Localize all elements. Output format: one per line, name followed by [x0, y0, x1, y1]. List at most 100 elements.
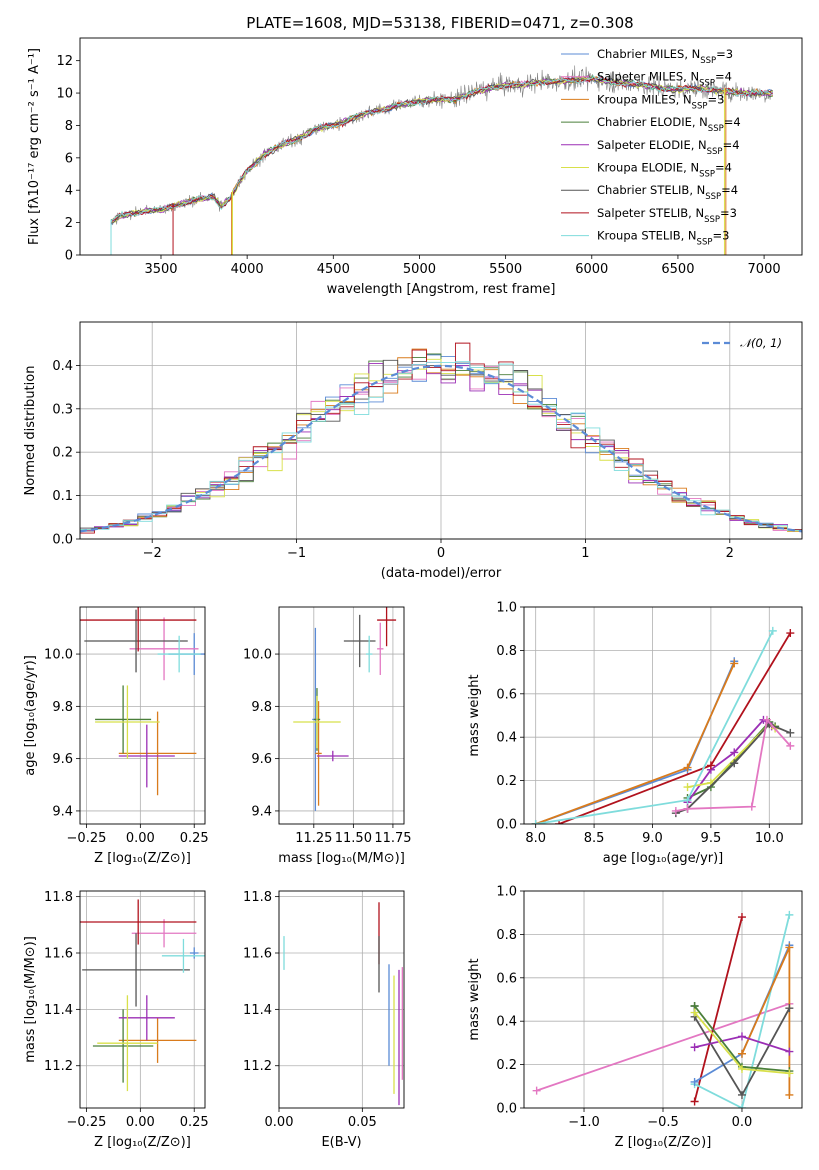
- panel-spectrum: 3500 4000 4500 5000 5500 6000 6500 7000 0 2 4 6 8 10 1…: [27, 37, 803, 297]
- weight-marker-kroupa_miles: [730, 659, 739, 668]
- weight-marker-kroupa_elodie: [737, 1064, 746, 1073]
- axes-frame: [79, 606, 206, 825]
- x-tick-label: 11.25: [295, 831, 332, 846]
- weight-marker-salpeter_stelib: [690, 1097, 699, 1106]
- axes-frame: [523, 606, 803, 825]
- axes-frame: [278, 890, 405, 1109]
- y-tick-label: 0.4: [52, 359, 73, 374]
- weight-marker-kroupa_elodie: [785, 1069, 794, 1078]
- y-tick-label: 12: [56, 54, 73, 69]
- plot-area-age_vs_Z: [80, 607, 205, 796]
- panel-mass_vs_EBV: 0.00 0.05 11.2 11.4 11.6 11.8 E(B-V): [243, 890, 405, 1150]
- x-tick-label: 9.0: [642, 831, 663, 846]
- panel-weight_vs_age: 8.0 8.5 9.0 9.5 10.0 0.0 0.2 0.4 0.6 0.8 1.0 age [l…: [467, 601, 803, 866]
- y-tick-label: 0: [65, 249, 73, 264]
- weight-marker-salpeter_stelib: [737, 913, 746, 922]
- y-tick-label: 9.4: [52, 804, 73, 819]
- x-tick-label: 6000: [575, 262, 608, 277]
- weight-marker-kroupa_stelib: [785, 910, 794, 919]
- axes-frame: [79, 890, 206, 1109]
- x-tick-label: 11.50: [335, 831, 372, 846]
- y-tick-label: 0.1: [52, 489, 73, 504]
- x-axis-label: age [log₁₀(age/yr)]: [603, 851, 724, 866]
- model-spectrum-salpeter_stelib: [110, 76, 773, 224]
- y-axis-label: mass weight: [467, 674, 482, 756]
- y-tick-label: 11.8: [243, 890, 272, 905]
- x-axis-label: Z [log₁₀(Z/Z⊙)]: [615, 1135, 712, 1150]
- weight-line-kroupa_miles: [535, 663, 736, 824]
- x-tick-label: 2: [726, 546, 734, 561]
- y-tick-label: 6: [65, 151, 73, 166]
- y-tick-label: 0.6: [496, 971, 517, 986]
- x-tick-label: 0.25: [180, 1115, 209, 1130]
- legend-entry: 𝒩(0, 1): [740, 336, 782, 350]
- y-tick-label: 0.4: [496, 1015, 517, 1030]
- x-tick-label: 4500: [317, 262, 350, 277]
- weight-marker-salpeter_elodie: [785, 1047, 794, 1056]
- weight-marker-chabrier_stelib: [730, 759, 739, 768]
- y-tick-label: 0.0: [496, 1102, 517, 1117]
- weight-marker-salpeter_miles: [786, 741, 795, 750]
- x-tick-label: 0.00: [126, 831, 155, 846]
- weight-marker-salpeter_elodie: [690, 1043, 699, 1052]
- axes-frame: [278, 606, 405, 825]
- axes-frame: [523, 890, 803, 1109]
- panel-age_vs_mass: 11.25 11.50 11.75 9.4 9.6 9.8 10.0 mass [log₁₀(…: [243, 606, 412, 866]
- x-tick-label: 1: [581, 546, 589, 561]
- x-tick-label: 8.5: [584, 831, 605, 846]
- y-axis-label: Flux [fλ10⁻¹⁷ erg cm⁻² s⁻¹ A⁻¹]: [27, 48, 42, 245]
- x-axis-label: Z [log₁₀(Z/Z⊙)]: [94, 1135, 191, 1150]
- weight-marker-salpeter_miles: [683, 804, 692, 813]
- legend-entry: Salpeter ELODIE, NSSP=4: [597, 138, 740, 157]
- plot-area-weight_vs_age: [531, 626, 795, 824]
- normal-curve: [80, 364, 802, 533]
- legend-entry: Kroupa ELODIE, NSSP=4: [597, 161, 732, 180]
- weight-marker-salpeter_stelib: [555, 820, 564, 824]
- weight-marker-salpeter_miles: [747, 802, 756, 811]
- panel-weight_vs_Z: −1.0 −0.5 0.0 0.0 0.2 0.4 0.6 0.8 1.0 Z [log₁₀(Z/…: [467, 885, 803, 1150]
- y-axis-label: mass weight: [467, 958, 482, 1040]
- x-tick-label: −1: [287, 546, 306, 561]
- y-axis-label: age [log₁₀(age/yr)]: [23, 655, 38, 776]
- model-spectrum-salpeter_elodie: [110, 75, 773, 222]
- y-tick-label: 9.6: [52, 752, 73, 767]
- y-tick-label: 11.6: [243, 947, 272, 962]
- x-axis-label: mass [log₁₀(M/M⊙)]: [278, 851, 405, 866]
- weight-marker-salpeter_elodie: [737, 1032, 746, 1041]
- y-tick-label: 9.6: [251, 752, 272, 767]
- y-tick-label: 10.0: [44, 648, 73, 663]
- weight-marker-kroupa_miles: [785, 943, 794, 952]
- x-tick-label: 0.00: [126, 1115, 155, 1130]
- y-tick-label: 11.2: [44, 1059, 73, 1074]
- figure-title: PLATE=1608, MJD=53138, FIBERID=0471, z=0…: [246, 14, 633, 32]
- y-tick-label: 0.4: [496, 731, 517, 746]
- panel-mass_vs_Z: −0.25 0.00 0.25 11.2 11.4 11.6 11.8 Z [log₁₀(Z/…: [23, 890, 209, 1150]
- weight-marker-chabrier_stelib: [786, 728, 795, 737]
- weight-marker-kroupa_miles: [683, 763, 692, 772]
- y-tick-label: 11.8: [44, 890, 73, 905]
- y-tick-label: 0.2: [52, 446, 73, 461]
- histogram-kroupa_stelib: [80, 361, 802, 539]
- y-tick-label: 0.0: [52, 533, 73, 548]
- weight-marker-salpeter_stelib: [786, 629, 795, 638]
- weight-marker-kroupa_elodie: [690, 1008, 699, 1017]
- weight-marker-salpeter_miles: [762, 715, 771, 724]
- x-tick-label: 5000: [403, 262, 436, 277]
- legend-entry: Chabrier ELODIE, NSSP=4: [597, 115, 741, 134]
- x-tick-label: 0: [437, 546, 445, 561]
- y-tick-label: 1.0: [496, 885, 517, 900]
- x-tick-label: 11.75: [374, 831, 411, 846]
- x-tick-label: 10.0: [755, 831, 784, 846]
- y-tick-label: 9.8: [52, 700, 73, 715]
- x-tick-label: 0.0: [732, 1115, 753, 1130]
- weight-marker-kroupa_stelib: [768, 626, 777, 635]
- y-tick-label: 1.0: [496, 601, 517, 616]
- weight-marker-chabrier_stelib: [737, 1090, 746, 1099]
- weight-line-salpeter_stelib: [693, 916, 743, 1102]
- x-tick-label: 7000: [748, 262, 781, 277]
- x-tick-label: −0.25: [67, 831, 107, 846]
- y-tick-label: 10.0: [243, 648, 272, 663]
- y-tick-label: 11.6: [44, 947, 73, 962]
- y-axis-label: mass [log₁₀(M/M⊙)]: [23, 936, 38, 1063]
